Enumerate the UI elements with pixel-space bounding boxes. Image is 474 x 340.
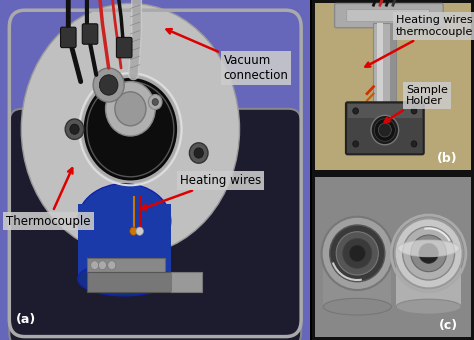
- Circle shape: [82, 76, 179, 182]
- Text: (c): (c): [438, 319, 458, 332]
- Circle shape: [148, 95, 162, 109]
- Circle shape: [108, 261, 116, 270]
- FancyBboxPatch shape: [61, 27, 76, 48]
- Bar: [78, 204, 171, 279]
- FancyBboxPatch shape: [347, 10, 429, 22]
- FancyBboxPatch shape: [346, 102, 424, 154]
- Circle shape: [93, 68, 124, 102]
- Bar: [377, 22, 383, 113]
- Bar: [347, 104, 422, 118]
- Circle shape: [371, 115, 399, 145]
- Circle shape: [100, 75, 118, 95]
- Bar: [396, 253, 461, 307]
- Circle shape: [322, 217, 393, 290]
- Circle shape: [411, 108, 417, 114]
- Circle shape: [353, 108, 358, 114]
- Ellipse shape: [396, 299, 461, 314]
- Bar: [390, 22, 396, 113]
- Ellipse shape: [323, 299, 392, 315]
- Circle shape: [330, 225, 385, 282]
- Circle shape: [91, 261, 99, 270]
- Circle shape: [353, 141, 358, 147]
- Ellipse shape: [398, 240, 459, 257]
- Circle shape: [411, 141, 417, 147]
- Circle shape: [419, 243, 438, 264]
- Circle shape: [194, 148, 203, 158]
- FancyBboxPatch shape: [82, 24, 98, 44]
- Text: Sample
Holder: Sample Holder: [385, 85, 448, 122]
- Circle shape: [190, 143, 208, 163]
- Bar: [374, 22, 396, 113]
- Text: (a): (a): [16, 313, 36, 326]
- Text: Vacuum
connection: Vacuum connection: [166, 29, 288, 82]
- Circle shape: [106, 82, 155, 136]
- Circle shape: [349, 245, 365, 262]
- Text: Thermocouple: Thermocouple: [6, 168, 91, 227]
- Text: Heating wires: Heating wires: [142, 174, 261, 209]
- Circle shape: [65, 119, 84, 139]
- Circle shape: [115, 92, 146, 126]
- Circle shape: [374, 119, 395, 141]
- Circle shape: [394, 218, 463, 288]
- Circle shape: [136, 227, 144, 235]
- Bar: [87, 258, 164, 272]
- Circle shape: [87, 82, 174, 177]
- FancyBboxPatch shape: [335, 3, 443, 28]
- Circle shape: [130, 227, 137, 235]
- Bar: [87, 272, 174, 292]
- Ellipse shape: [78, 184, 171, 258]
- Text: Heating wires +
thermocouple: Heating wires + thermocouple: [365, 15, 474, 67]
- FancyBboxPatch shape: [9, 109, 301, 340]
- Circle shape: [378, 123, 392, 137]
- Circle shape: [403, 227, 455, 280]
- Ellipse shape: [21, 3, 239, 255]
- Circle shape: [70, 124, 79, 134]
- Circle shape: [152, 99, 158, 105]
- Circle shape: [99, 261, 107, 270]
- Bar: [323, 253, 392, 307]
- Text: (b): (b): [437, 152, 458, 165]
- Circle shape: [411, 235, 447, 272]
- FancyBboxPatch shape: [117, 37, 132, 58]
- Circle shape: [336, 232, 378, 275]
- Bar: [171, 272, 202, 292]
- Circle shape: [343, 238, 372, 268]
- Ellipse shape: [78, 262, 171, 296]
